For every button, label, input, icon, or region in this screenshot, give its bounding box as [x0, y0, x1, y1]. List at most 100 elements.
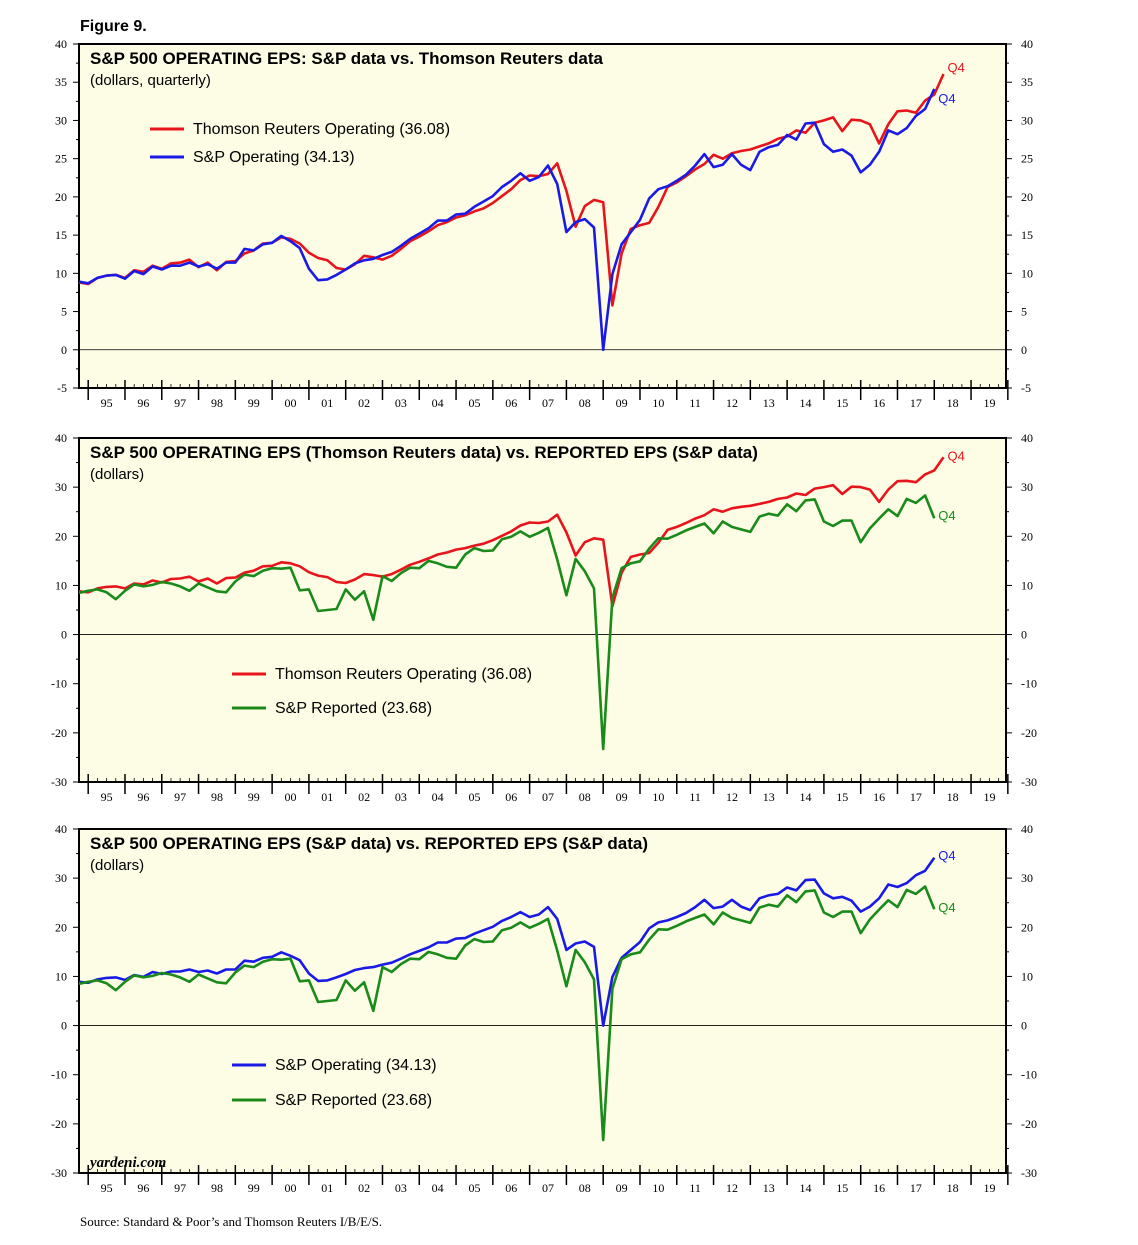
- x-tick-label: 17: [910, 1181, 922, 1195]
- y-tick-label-right: 0: [1021, 343, 1027, 357]
- source-note: Source: Standard & Poor’s and Thomson Re…: [80, 1214, 382, 1229]
- x-tick-label: 04: [432, 396, 444, 410]
- x-tick-label: 16: [873, 1181, 885, 1195]
- x-tick-label: 00: [285, 1181, 297, 1195]
- x-tick-label: 19: [983, 790, 995, 804]
- x-tick-label: 95: [101, 790, 113, 804]
- x-tick-label: 13: [763, 396, 775, 410]
- x-tick-label: 18: [947, 790, 959, 804]
- x-tick-label: 97: [174, 396, 186, 410]
- x-tick-label: 15: [836, 396, 848, 410]
- y-tick-label-left: 30: [55, 871, 67, 885]
- x-tick-label: 00: [285, 396, 297, 410]
- x-tick-label: 99: [248, 1181, 260, 1195]
- series-line-sp_operating: [78, 88, 936, 352]
- x-tick-label: 95: [101, 1181, 113, 1195]
- y-tick-label-left: 15: [55, 228, 67, 242]
- y-tick-label-right: -10: [1021, 677, 1037, 691]
- x-tick-label: 09: [616, 396, 628, 410]
- y-tick-label-left: 35: [55, 75, 67, 89]
- x-tick-label: 97: [174, 790, 186, 804]
- x-tick-label: 01: [321, 396, 333, 410]
- panel-title: S&P 500 OPERATING EPS (Thomson Reuters d…: [90, 443, 758, 462]
- y-tick-label-right: 30: [1021, 871, 1033, 885]
- x-tick-label: 02: [358, 1181, 370, 1195]
- x-tick-label: 08: [579, 396, 591, 410]
- panel-subtitle: (dollars): [90, 466, 144, 483]
- y-tick-label-left: -30: [51, 775, 67, 789]
- x-tick-label: 07: [542, 396, 554, 410]
- x-tick-label: 16: [873, 396, 885, 410]
- y-tick-label-left: -10: [51, 1068, 67, 1082]
- y-tick-label-right: 5: [1021, 305, 1027, 319]
- panel-title: S&P 500 OPERATING EPS (S&P data) vs. REP…: [90, 834, 648, 853]
- y-tick-label-right: -20: [1021, 1117, 1037, 1131]
- series-line-sp_reported: [78, 494, 936, 751]
- yardeni-watermark: yardeni.com: [88, 1155, 166, 1171]
- y-tick-label-left: 20: [55, 920, 67, 934]
- y-tick-label-left: 40: [55, 431, 67, 445]
- y-tick-label-left: 10: [55, 266, 67, 280]
- legend-label-sp_reported: S&P Reported (23.68): [275, 1092, 432, 1109]
- x-tick-label: 09: [616, 1181, 628, 1195]
- x-tick-label: 96: [137, 396, 149, 410]
- x-tick-label: 06: [505, 790, 517, 804]
- y-tick-label-right: 10: [1021, 969, 1033, 983]
- x-tick-label: 18: [947, 1181, 959, 1195]
- y-tick-label-left: -20: [51, 726, 67, 740]
- x-tick-label: 14: [800, 790, 812, 804]
- x-tick-label: 07: [542, 790, 554, 804]
- y-tick-label-left: 40: [55, 822, 67, 836]
- y-tick-label-right: 30: [1021, 113, 1033, 127]
- y-tick-label-left: -30: [51, 1166, 67, 1180]
- y-tick-label-left: 0: [61, 1019, 67, 1033]
- y-tick-label-right: 40: [1021, 822, 1033, 836]
- x-tick-label: 17: [910, 396, 922, 410]
- end-label-sp_operating: Q4: [938, 848, 955, 863]
- y-tick-label-right: -20: [1021, 726, 1037, 740]
- x-tick-label: 12: [726, 396, 738, 410]
- x-tick-label: 10: [652, 396, 664, 410]
- x-tick-label: 18: [947, 396, 959, 410]
- x-tick-label: 19: [983, 1181, 995, 1195]
- y-tick-label-left: 40: [55, 37, 67, 51]
- x-tick-label: 03: [395, 790, 407, 804]
- x-tick-label: 98: [211, 396, 223, 410]
- y-tick-label-left: -20: [51, 1117, 67, 1131]
- end-label-sp_operating: Q4: [938, 91, 955, 106]
- y-tick-label-right: 10: [1021, 578, 1033, 592]
- y-tick-label-left: 30: [55, 480, 67, 494]
- legend-label-sp_operating: S&P Operating (34.13): [275, 1057, 437, 1074]
- y-tick-label-left: 10: [55, 969, 67, 983]
- x-tick-label: 05: [468, 790, 480, 804]
- x-tick-label: 07: [542, 1181, 554, 1195]
- series-line-thomson: [78, 456, 945, 608]
- plot-area: [78, 828, 1007, 1174]
- y-tick-label-left: -10: [51, 677, 67, 691]
- x-tick-label: 06: [505, 396, 517, 410]
- x-tick-label: 10: [652, 790, 664, 804]
- panel-subtitle: (dollars, quarterly): [90, 72, 211, 89]
- y-tick-label-right: 0: [1021, 1019, 1027, 1033]
- panel-subtitle: (dollars): [90, 857, 144, 874]
- end-label-sp_reported: Q4: [938, 900, 955, 915]
- x-tick-label: 13: [763, 790, 775, 804]
- y-tick-label-right: 15: [1021, 228, 1033, 242]
- legend-label-sp_operating: S&P Operating (34.13): [193, 149, 355, 166]
- x-tick-label: 96: [137, 790, 149, 804]
- y-tick-label-right: -30: [1021, 775, 1037, 789]
- x-tick-label: 15: [836, 1181, 848, 1195]
- x-tick-label: 19: [983, 396, 995, 410]
- x-tick-label: 14: [800, 396, 812, 410]
- y-tick-label-right: 20: [1021, 529, 1033, 543]
- x-tick-label: 97: [174, 1181, 186, 1195]
- x-tick-label: 08: [579, 790, 591, 804]
- x-tick-label: 98: [211, 790, 223, 804]
- x-tick-label: 09: [616, 790, 628, 804]
- end-label-thomson: Q4: [947, 60, 964, 75]
- series-line-sp_operating: [78, 857, 936, 1027]
